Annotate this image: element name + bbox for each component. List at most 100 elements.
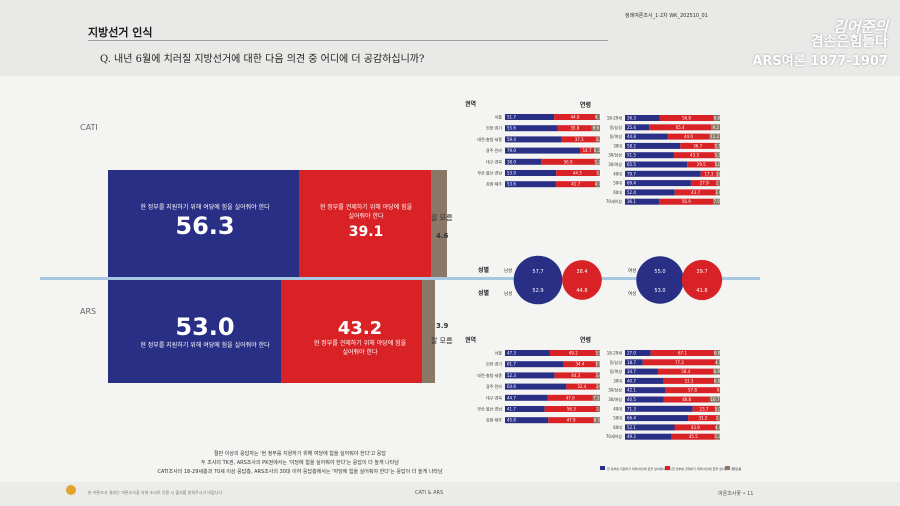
- cati-region-value-label: 59.4: [507, 137, 516, 142]
- cati-unknown-segment: [431, 170, 447, 278]
- ars-region-value-label: 3.0: [595, 384, 602, 389]
- cati-check-text: 현 정부를 견제하기 위해 야당에 힘을 실어줘야 한다: [319, 204, 413, 220]
- ars-region-bar-segment: [547, 394, 593, 401]
- ars-age-value-label: 18.7: [627, 360, 636, 365]
- ars-age-bar-segment: [625, 396, 664, 403]
- note-line: CATI조사의 18-29세층과 70세 이상 응답층, ARS조사의 30대 …: [157, 469, 443, 475]
- ars-region-value-label: 45.6: [507, 418, 516, 423]
- ars-region-bar-segment: [544, 406, 599, 412]
- ars-region-bar-segment: [598, 406, 600, 412]
- ars-region-value-label: 44.7: [507, 395, 516, 400]
- gender-label-ars: 남성: [504, 290, 512, 297]
- ars-age-bar-segment: [716, 359, 720, 366]
- ars-age-bar-segment: [642, 359, 717, 366]
- ars-age-bar-segment: [714, 377, 720, 384]
- ars-region-value-label: 41.7: [507, 407, 516, 412]
- ars-check-label: 43.2 현 정부를 견제하기 위해 야당에 힘을 실어줘야 한다: [312, 318, 408, 357]
- ars-region-value-label: 49.2: [569, 351, 578, 356]
- ars-support-segment: [108, 280, 282, 383]
- ars-age-value-label: 40.5: [627, 397, 636, 402]
- ars-age-bar-segment: [692, 405, 716, 412]
- ars-age-category-label: 동/남성: [610, 359, 623, 365]
- ars-unknown-text: 잘 모름: [431, 337, 453, 345]
- cati-region-value-label: 35.8: [570, 126, 579, 131]
- ars-age-value-label: 67.1: [678, 351, 687, 356]
- ars-age-value-label: 6.0: [714, 378, 721, 383]
- cati-region-bar-segment: [505, 158, 542, 165]
- cati-region-bar-segment: [595, 181, 600, 188]
- gender-bubble: [562, 260, 602, 300]
- ars-age-value-label: 0.1: [717, 388, 724, 393]
- cati-unknown-value: 4.6: [436, 232, 449, 240]
- ars-region-title: 권역: [465, 336, 476, 344]
- cati-age-value-label: 69.4: [627, 181, 636, 186]
- cati-age-value-label: 29.5: [697, 162, 706, 167]
- ars-age-value-label: 45.5: [689, 434, 698, 439]
- cati-age-value-label: 27.9: [700, 181, 709, 186]
- cati-age-value-label: 36.1: [627, 199, 636, 204]
- cati-age-bar-segment: [713, 115, 720, 121]
- ars-age-title: 연령: [580, 336, 591, 344]
- ars-region-bar-segment: [505, 417, 549, 424]
- cati-region-bar-segment: [561, 136, 597, 143]
- ars-age-bar-segment: [625, 405, 693, 412]
- ars-age-value-label: 43.9: [691, 425, 700, 430]
- cati-region-bar-segment: [594, 147, 600, 154]
- cati-region-category-label: 인천·경기: [486, 125, 502, 131]
- cati-age-value-label: 11.2: [710, 134, 719, 139]
- cati-age-title: 연령: [580, 101, 591, 109]
- center-divider: [40, 277, 760, 280]
- cati-region-bar-segment: [554, 114, 596, 120]
- header-band: [0, 0, 900, 76]
- cati-age-value-label: 56.8: [682, 116, 691, 121]
- cati-region-bar-segment: [595, 114, 600, 120]
- ars-region-bar-segment: [505, 350, 550, 356]
- legend-swatch: [600, 466, 605, 470]
- ars-age-bar-segment: [663, 377, 715, 384]
- ars-age-category-label: 동/여성: [610, 368, 623, 374]
- cati-region-value-label: 3.3: [595, 137, 602, 142]
- cati-region-bar-segment: [555, 181, 596, 188]
- cati-label: CATI: [80, 123, 98, 132]
- section-divider: [88, 40, 608, 41]
- ars-region-bar-segment: [592, 394, 600, 401]
- legend-swatch: [665, 466, 670, 470]
- ars-age-category-label: 18-29세: [607, 350, 623, 356]
- cati-region-category-label: 광주·전라: [486, 147, 502, 153]
- sun-logo-icon: [66, 485, 76, 495]
- cati-age-category-label: 60대: [613, 189, 622, 195]
- cati-age-value-label: 43.7: [691, 190, 700, 195]
- ars-region-category-label: 부산·울산·경남: [477, 406, 502, 412]
- cati-region-bar-segment: [596, 136, 600, 143]
- ars-unknown-value: 3.9: [436, 322, 449, 330]
- ars-region-category-label: 인천·경기: [486, 361, 502, 367]
- ars-region-bar-segment: [554, 372, 597, 379]
- gender-value-label: 55.0: [654, 269, 665, 275]
- cati-age-category-label: 40대: [613, 170, 622, 176]
- ars-age-bar-segment: [717, 415, 720, 422]
- cati-support-segment: [108, 170, 299, 278]
- cati-age-value-label: 9.2: [712, 125, 719, 130]
- ars-age-value-label: 5.0: [714, 406, 721, 411]
- cati-age-bar-segment: [625, 180, 691, 187]
- cati-age-bar-segment: [625, 189, 675, 196]
- cati-age-value-label: 2.7: [716, 181, 723, 186]
- ars-age-bar-segment: [664, 387, 720, 394]
- cati-region-bar-segment: [505, 170, 557, 176]
- ars-age-bar-segment: [625, 415, 689, 422]
- cati-region-bar-segment: [505, 136, 562, 143]
- ars-region-category-label: 대구·경북: [486, 394, 502, 400]
- ars-age-value-label: 4.1: [715, 360, 722, 365]
- cati-region-category-label: 대전·충청·세종: [477, 136, 502, 142]
- ars-age-value-label: 40.7: [627, 378, 636, 383]
- cati-region-value-label: 5.2: [594, 159, 601, 164]
- cati-age-category-label: 30/남성: [608, 152, 622, 158]
- cati-age-value-label: 5.2: [714, 153, 721, 158]
- ars-region-bar-segment: [597, 383, 600, 390]
- ars-age-category-label: 40대: [613, 405, 622, 411]
- ars-check-value: 43.2: [337, 318, 383, 339]
- cati-region-bar-segment: [557, 125, 592, 132]
- gender-title-ars: 성별: [478, 289, 490, 297]
- ars-region-bar-segment: [566, 383, 598, 390]
- ars-check-segment: [281, 280, 423, 383]
